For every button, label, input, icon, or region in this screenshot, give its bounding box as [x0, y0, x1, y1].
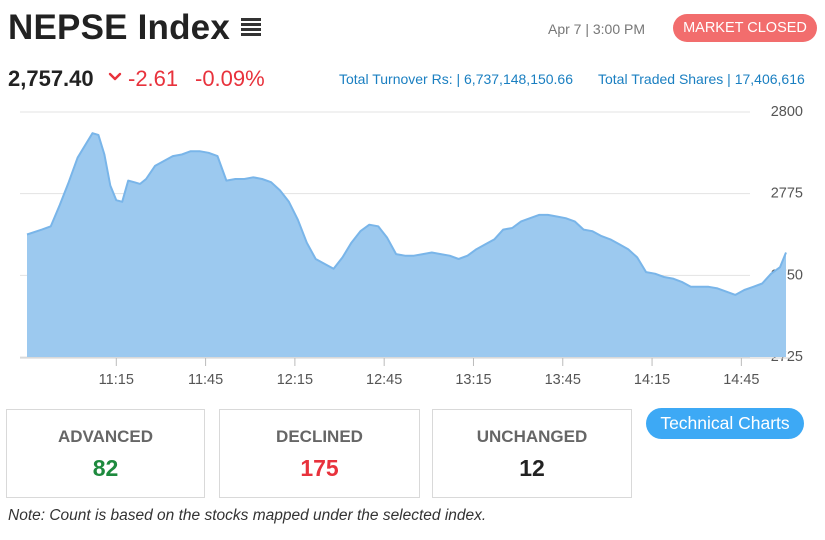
market-status-badge: MARKET CLOSED [673, 14, 817, 42]
unchanged-box: UNCHANGED 12 [432, 409, 632, 498]
page-title: NEPSE Index [8, 8, 230, 47]
advanced-label: ADVANCED [57, 427, 154, 446]
y-tick-label: 2775 [771, 186, 803, 202]
series-line [26, 132, 787, 296]
x-tick-label: 13:45 [545, 372, 581, 388]
declined-box: DECLINED 175 [219, 409, 420, 498]
x-tick-label: 12:45 [366, 372, 402, 388]
y-tick-label: 2800 [771, 104, 803, 120]
total-traded-shares: Total Traded Shares | 17,406,616 [598, 71, 805, 87]
declined-value: 175 [300, 455, 339, 481]
x-tick-label: 11:45 [188, 372, 223, 388]
declined-label: DECLINED [276, 427, 363, 446]
area-fill [27, 133, 786, 357]
technical-charts-button[interactable]: Technical Charts [646, 408, 804, 439]
index-value: 2,757.40 [8, 66, 94, 91]
total-turnover: Total Turnover Rs: | 6,737,148,150.66 [339, 71, 574, 87]
x-tick-label: 14:45 [723, 372, 759, 388]
unchanged-label: UNCHANGED [476, 427, 588, 446]
x-tick-label: 11:15 [99, 372, 134, 388]
market-timestamp: Apr 7 | 3:00 PM [548, 21, 646, 37]
advanced-box: ADVANCED 82 [6, 409, 205, 498]
footnote: Note: Count is based on the stocks mappe… [8, 507, 487, 524]
hamburger-menu-icon[interactable] [241, 18, 261, 36]
index-change-percent: -0.09% [195, 66, 265, 91]
chevron-down-icon [108, 72, 122, 81]
x-tick-label: 12:15 [277, 372, 313, 388]
x-tick-label: 13:15 [455, 372, 491, 388]
advanced-value: 82 [92, 455, 119, 481]
index-change: -2.61 [128, 66, 179, 91]
unchanged-value: 12 [519, 455, 545, 481]
x-tick-label: 14:15 [634, 372, 670, 388]
